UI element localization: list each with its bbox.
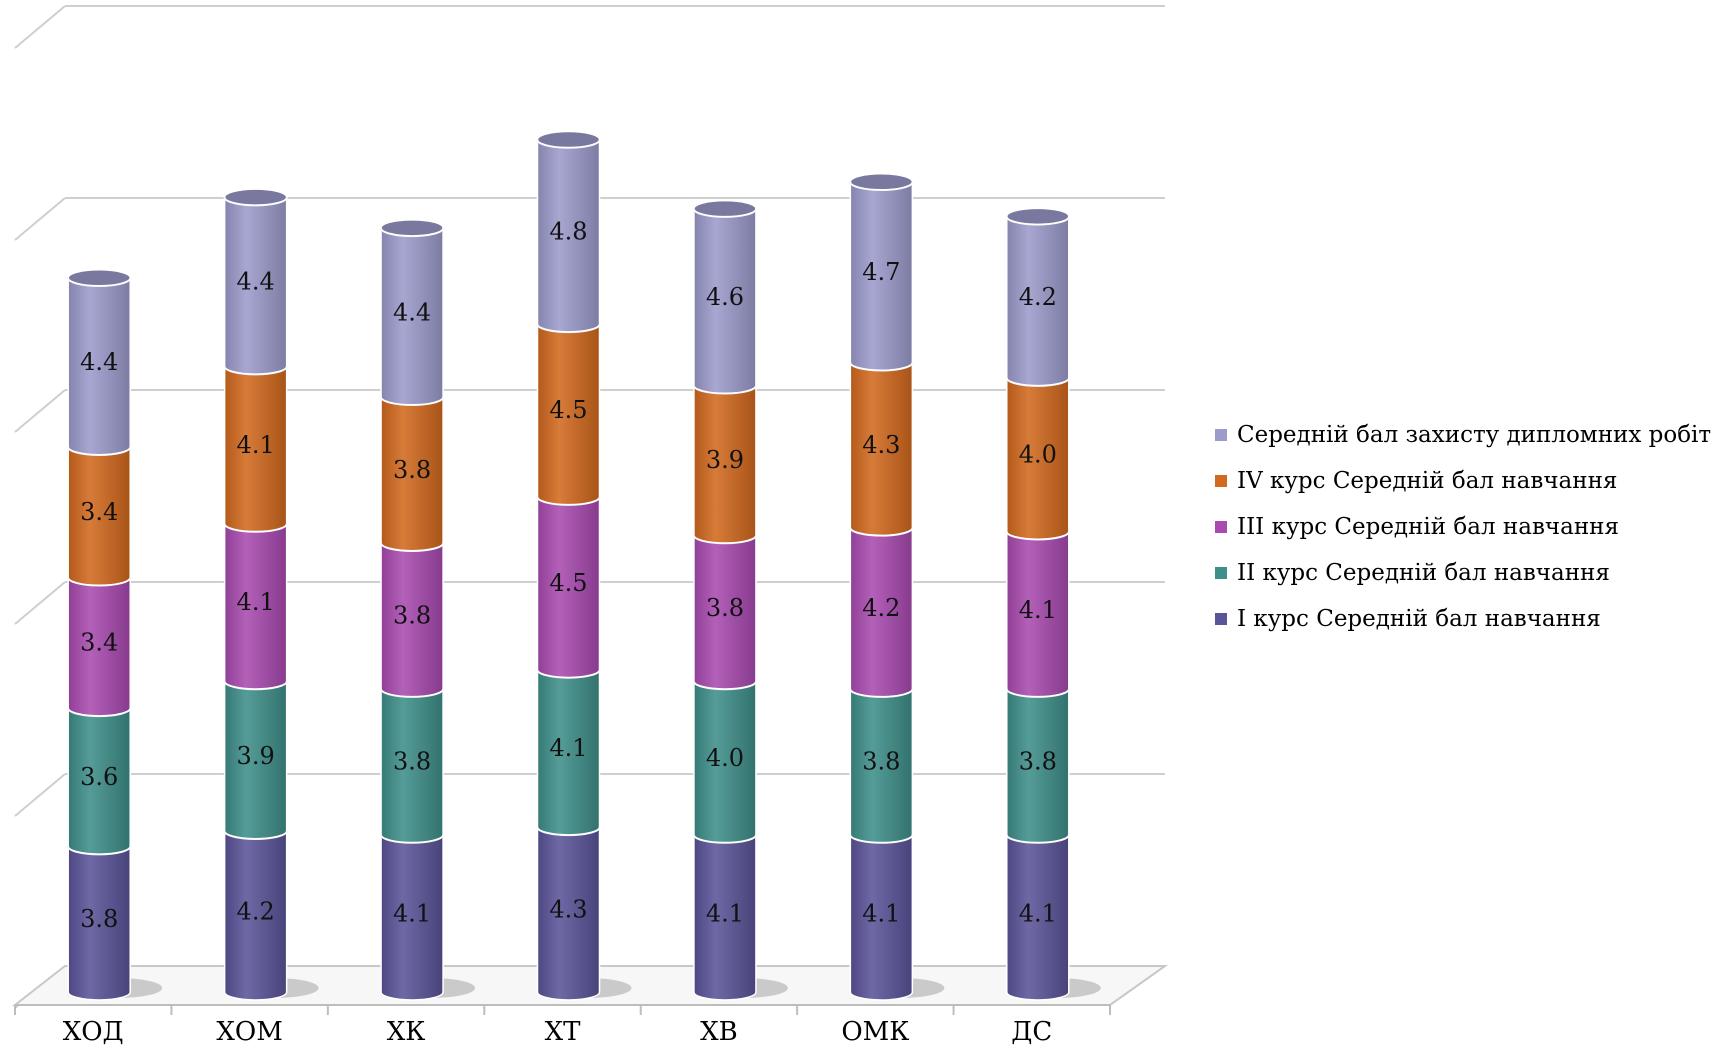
- data-label: 4.1: [706, 899, 744, 927]
- gridline-side: [14, 197, 66, 241]
- legend-label: ІІІ курс Середній бал навчання: [1237, 514, 1619, 540]
- legend-swatch: [1215, 521, 1227, 533]
- bar-stack-ХТ: 4.3 4.1 4.5 4.5 4.8: [536, 130, 632, 1001]
- x-tick-label: ХК: [387, 1017, 426, 1045]
- bar-top-cap: [223, 188, 288, 206]
- gridline-side: [14, 5, 66, 49]
- data-label: 4.1: [1019, 596, 1057, 624]
- data-label: 4.1: [549, 734, 587, 762]
- bar-stack-ХК: 4.1 3.8 3.8 3.8 4.4: [379, 219, 476, 1001]
- data-label: 4.4: [237, 268, 275, 296]
- legend-item: ІІ курс Середній бал навчання: [1215, 550, 1729, 596]
- legend-label: Середній бал захисту дипломних робіт: [1237, 422, 1712, 448]
- x-tick-label: ХТ: [545, 1017, 582, 1045]
- x-tick-label: ДС: [1011, 1017, 1052, 1045]
- data-label: 4.0: [1019, 440, 1057, 468]
- bar-stack-ХВ: 4.1 4.0 3.8 3.9 4.6: [692, 199, 788, 1001]
- legend-label: І курс Середній бал навчання: [1237, 606, 1601, 632]
- data-label: 3.8: [80, 905, 118, 933]
- data-label: 4.0: [706, 744, 744, 772]
- x-tick-label: ОМК: [841, 1017, 909, 1045]
- data-label: 4.7: [862, 258, 900, 286]
- data-label: 4.2: [862, 594, 900, 622]
- legend: Середній бал захисту дипломних робіт ІV к…: [1215, 412, 1729, 642]
- data-label: 3.9: [237, 742, 275, 770]
- data-label: 3.9: [706, 446, 744, 474]
- bar-top-cap: [380, 219, 444, 237]
- legend-label: ІV курс Середній бал навчання: [1237, 468, 1618, 494]
- data-label: 3.8: [393, 456, 431, 484]
- data-label: 3.6: [80, 763, 118, 791]
- data-label: 4.1: [1019, 899, 1057, 927]
- bar-stack-ХОД: 3.8 3.6 3.4 3.4 4.4: [66, 269, 163, 1001]
- legend-swatch: [1215, 567, 1227, 579]
- legend-swatch: [1215, 613, 1227, 625]
- data-label: 4.1: [862, 899, 900, 927]
- data-label: 4.5: [549, 569, 587, 597]
- legend-swatch: [1215, 429, 1227, 441]
- bar-stack-ДС: 4.1 3.8 4.1 4.0 4.2: [1005, 207, 1101, 1001]
- data-label: 4.2: [237, 897, 275, 925]
- bar-stacks: 3.83.63.43.44.44.23.94.14.14.44.13.83.83…: [66, 130, 1101, 1001]
- legend-swatch: [1215, 475, 1227, 487]
- legend-item: ІІІ курс Середній бал навчання: [1215, 504, 1729, 550]
- bar-stack-ХОМ: 4.2 3.9 4.1 4.1 4.4: [223, 188, 319, 1001]
- data-label: 4.4: [393, 298, 431, 326]
- x-tick-label: ХОМ: [216, 1017, 282, 1045]
- data-label: 4.5: [549, 396, 587, 424]
- bar-stack-ОМК: 4.1 3.8 4.2 4.3 4.7: [849, 173, 945, 1001]
- legend-label: ІІ курс Середній бал навчання: [1237, 560, 1610, 586]
- x-tick-label: ХОД: [63, 1017, 124, 1045]
- data-label: 4.3: [549, 895, 587, 923]
- data-label: 3.4: [80, 629, 118, 657]
- gridline-side: [14, 389, 66, 433]
- data-label: 4.1: [237, 588, 275, 616]
- data-label: 3.8: [1019, 748, 1057, 776]
- bar-top-cap: [693, 199, 757, 218]
- data-label: 4.4: [80, 348, 118, 376]
- data-label: 3.8: [393, 748, 431, 776]
- legend-item: І курс Середній бал навчання: [1215, 596, 1729, 642]
- data-label: 3.4: [80, 498, 118, 526]
- legend-item: ІV курс Середній бал навчання: [1215, 458, 1729, 504]
- data-label: 4.1: [393, 899, 431, 927]
- bar-top-cap: [67, 269, 131, 287]
- data-label: 4.1: [237, 431, 275, 459]
- bar-top-cap: [1006, 207, 1070, 226]
- x-tick-label: ХВ: [700, 1017, 738, 1045]
- legend-item: Середній бал захисту дипломних робіт: [1215, 412, 1729, 458]
- data-label: 3.8: [706, 594, 744, 622]
- x-axis-labels: ХОД ХОМ ХК ХТ ХВ ОМК ДС: [63, 1017, 1053, 1045]
- data-label: 4.6: [706, 283, 744, 311]
- data-label: 4.3: [862, 431, 900, 459]
- data-label: 3.8: [393, 602, 431, 630]
- bar-top-cap: [849, 173, 914, 191]
- data-label: 3.8: [862, 748, 900, 776]
- data-label: 4.2: [1019, 283, 1057, 311]
- gridline-side: [14, 581, 66, 625]
- bar-top-cap: [536, 130, 601, 149]
- data-label: 4.8: [549, 218, 587, 246]
- gridline-side: [14, 773, 66, 817]
